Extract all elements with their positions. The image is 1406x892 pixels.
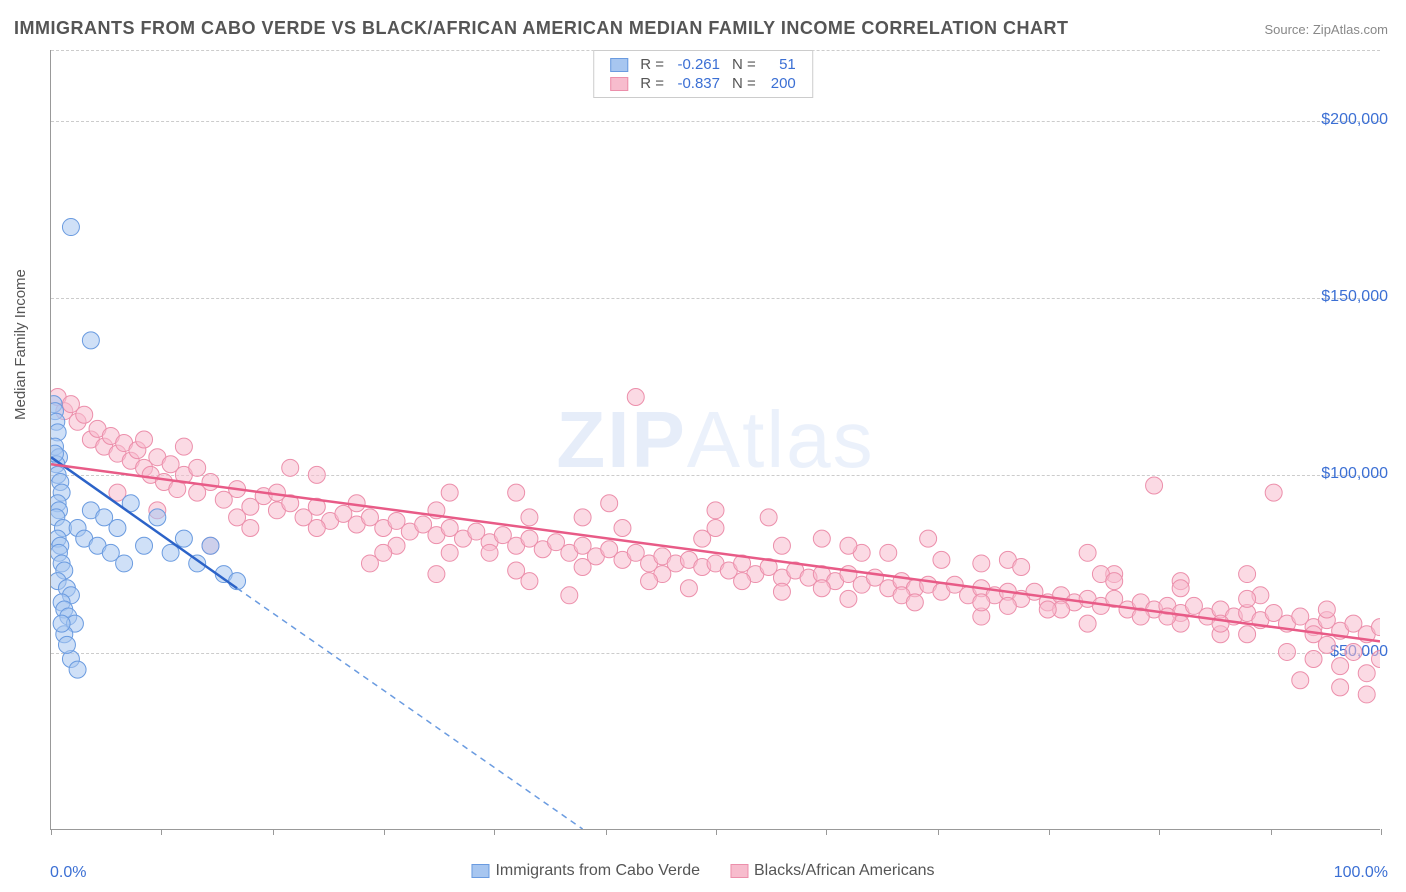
x-tick [1381, 829, 1382, 835]
x-tick [1159, 829, 1160, 835]
series-legend: Immigrants from Cabo Verde Blacks/African… [471, 862, 934, 880]
x-tick [938, 829, 939, 835]
legend-item: Blacks/African Americans [730, 862, 935, 880]
x-tick [273, 829, 274, 835]
y-axis-label: Median Family Income [12, 269, 29, 420]
x-tick [716, 829, 717, 835]
legend-row: R =-0.261N =51 [604, 55, 802, 74]
x-tick [826, 829, 827, 835]
chart-title: IMMIGRANTS FROM CABO VERDE VS BLACK/AFRI… [14, 18, 1069, 39]
x-tick [606, 829, 607, 835]
legend-item: Immigrants from Cabo Verde [471, 862, 700, 880]
x-tick [161, 829, 162, 835]
chart-area: ZIPAtlas [50, 50, 1380, 830]
legend-row: R =-0.837N =200 [604, 74, 802, 93]
scatter-plot [51, 50, 1380, 829]
correlation-legend: R =-0.261N =51R =-0.837N =200 [593, 50, 813, 98]
x-tick [51, 829, 52, 835]
x-axis-min: 0.0% [50, 864, 86, 882]
x-tick [1049, 829, 1050, 835]
x-tick [494, 829, 495, 835]
x-axis-max: 100.0% [1334, 864, 1388, 882]
x-tick [1271, 829, 1272, 835]
x-tick [384, 829, 385, 835]
source-label: Source: ZipAtlas.com [1264, 22, 1388, 37]
